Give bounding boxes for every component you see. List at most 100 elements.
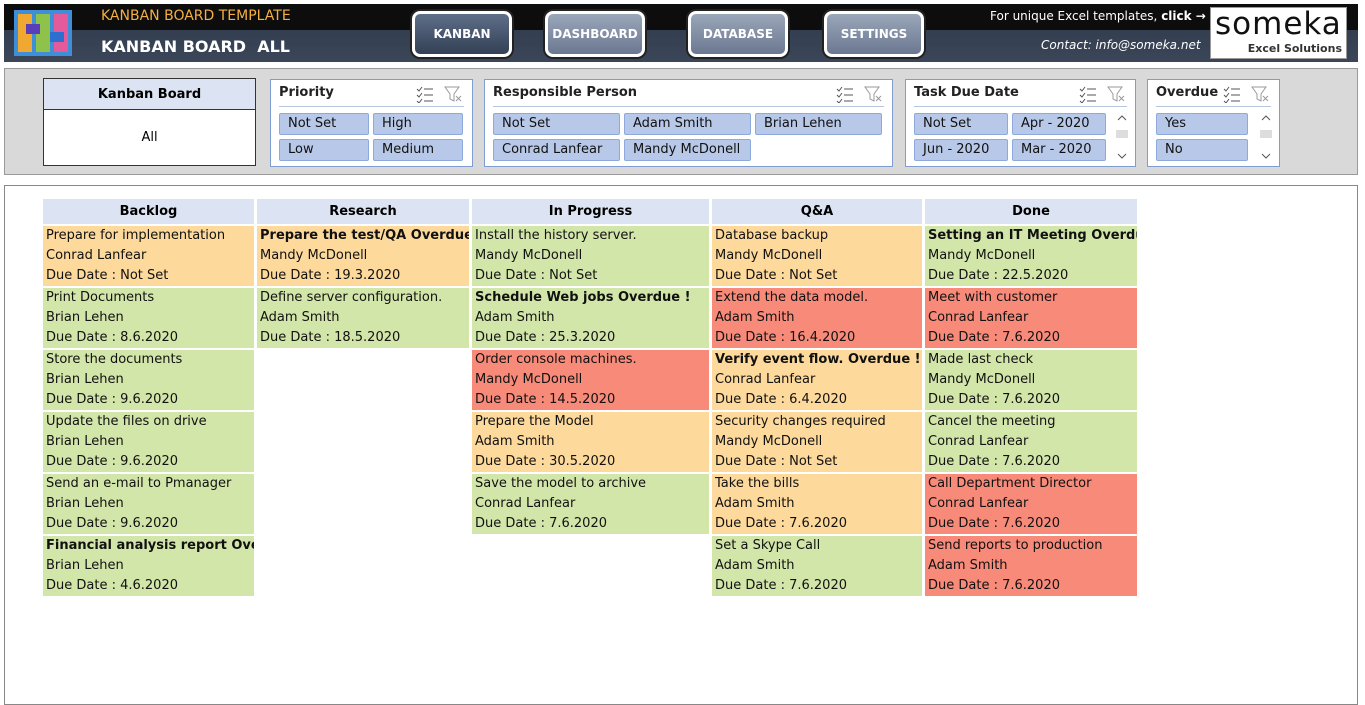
slicer-button[interactable]: No	[1156, 139, 1248, 161]
task-title: Save the model to archive	[475, 476, 647, 491]
clear-filter-icon[interactable]	[864, 85, 882, 103]
task-person: Mandy McDonell	[928, 248, 1036, 263]
task-due: Due Date : 7.6.2020	[715, 516, 847, 531]
slicer-title: Task Due Date	[914, 83, 1127, 107]
slicer-button[interactable]: Adam Smith	[624, 113, 751, 135]
app-icon	[14, 10, 72, 56]
task-due: Due Date : 25.3.2020	[475, 330, 616, 345]
task-card[interactable]: Send an e-mail to Pmanager Brian Lehen Due…	[43, 474, 254, 534]
task-title: Made last check	[928, 352, 1034, 367]
task-card[interactable]: Schedule Web jobs Overdue ! Adam Smith Due…	[472, 288, 709, 348]
task-person: Conrad Lanfear	[475, 496, 576, 511]
slicer-button[interactable]: Conrad Lanfear	[493, 139, 620, 161]
task-card[interactable]: Save the model to archive Conrad Lanfear D…	[472, 474, 709, 534]
nav-button[interactable]: DATABASE	[688, 11, 788, 57]
scrollbar[interactable]	[1115, 113, 1129, 161]
clear-filter-icon[interactable]	[444, 85, 462, 103]
promo-link[interactable]: click →	[1161, 9, 1206, 23]
task-title: Send reports to production	[928, 538, 1103, 553]
board-filter: ALL	[257, 37, 290, 56]
nav-button[interactable]: KANBAN	[412, 11, 512, 57]
task-card[interactable]: Call Department Director Conrad Lanfear Du…	[925, 474, 1137, 534]
task-card[interactable]: Setting an IT Meeting Overdue ! Mandy McD…	[925, 226, 1137, 286]
task-card[interactable]: Cancel the meeting Conrad Lanfear Due Date…	[925, 412, 1137, 472]
task-due: Due Date : Not Set	[46, 268, 169, 283]
task-card[interactable]: Install the history server. Mandy McDonel…	[472, 226, 709, 286]
task-due: Due Date : 19.3.2020	[260, 268, 401, 283]
slicer-title: Priority	[279, 83, 464, 107]
slicer-button[interactable]: Brian Lehen	[755, 113, 882, 135]
task-card[interactable]: Extend the data model. Adam Smith Due Date…	[712, 288, 922, 348]
nav-button[interactable]: DASHBOARD	[545, 11, 645, 57]
task-person: Brian Lehen	[46, 496, 124, 511]
nav-button[interactable]: SETTINGS	[824, 11, 924, 57]
slicer-button[interactable]: Jun - 2020	[914, 139, 1008, 161]
slicer-buttons: Yes No	[1156, 113, 1271, 161]
slicer-button[interactable]: Low	[279, 139, 369, 161]
task-person: Mandy McDonell	[475, 372, 583, 387]
slicer-button[interactable]: High	[373, 113, 463, 135]
slicer-title: Responsible Person	[493, 83, 884, 107]
task-card[interactable]: Made last check Mandy McDonell Due Date : …	[925, 350, 1137, 410]
multiselect-icon[interactable]	[1079, 85, 1097, 103]
task-card[interactable]: Print Documents Brian Lehen Due Date : 8.6…	[43, 288, 254, 348]
slicer-button[interactable]: Not Set	[279, 113, 369, 135]
slicer-title-text: Overdue	[1156, 85, 1219, 100]
task-card[interactable]: Set a Skype Call Adam Smith Due Date : 7.6…	[712, 536, 922, 596]
task-title: Prepare for implementation	[46, 228, 226, 243]
board-filter-value: All	[141, 130, 158, 145]
task-title: Update the files on drive	[46, 414, 207, 429]
task-person: Conrad Lanfear	[715, 372, 816, 387]
slicer: Responsible Person Not Set Adam Smith Brian…	[484, 79, 893, 167]
task-card[interactable]: Define server configuration. Adam Smith Du…	[257, 288, 469, 348]
slicer-button[interactable]: Not Set	[914, 113, 1008, 135]
task-card[interactable]: Meet with customer Conrad Lanfear Due Date…	[925, 288, 1137, 348]
slicer-button[interactable]: Medium	[373, 139, 463, 161]
clear-filter-icon[interactable]	[1107, 85, 1125, 103]
multiselect-icon[interactable]	[416, 85, 434, 103]
task-card[interactable]: Verify event flow. Overdue ! Conrad Lanfe…	[712, 350, 922, 410]
task-card[interactable]: Send reports to production Adam Smith Due …	[925, 536, 1137, 596]
task-card[interactable]: Take the bills Adam Smith Due Date : 7.6.2…	[712, 474, 922, 534]
slicer-button[interactable]: Not Set	[493, 113, 620, 135]
task-card[interactable]: Update the files on drive Brian Lehen Due …	[43, 412, 254, 472]
slicer-button[interactable]: Mar - 2020	[1012, 139, 1106, 161]
task-due: Due Date : 14.5.2020	[475, 392, 616, 407]
logo-text: someka	[1215, 6, 1342, 42]
task-title: Database backup	[715, 228, 829, 243]
slicer-buttons: Not Set Adam Smith Brian Lehen Conrad Lanfe…	[493, 113, 884, 161]
task-card[interactable]: Database backup Mandy McDonell Due Date : …	[712, 226, 922, 286]
task-due: Due Date : 18.5.2020	[260, 330, 401, 345]
task-card[interactable]: Prepare the test/QA Overdue ! Mandy McDon…	[257, 226, 469, 286]
task-card[interactable]: Prepare for implementation Conrad Lanfear…	[43, 226, 254, 286]
task-due: Due Date : 7.6.2020	[928, 330, 1060, 345]
logo[interactable]: someka Excel Solutions	[1210, 6, 1347, 59]
slicer-button[interactable]: Apr - 2020	[1012, 113, 1106, 135]
task-due: Due Date : 7.6.2020	[928, 454, 1060, 469]
task-card[interactable]: Prepare the Model Adam Smith Due Date : 30…	[472, 412, 709, 472]
task-card[interactable]: Order console machines. Mandy McDonell Due…	[472, 350, 709, 410]
task-card[interactable]: Financial analysis report Overdue Brian L…	[43, 536, 254, 596]
task-person: Brian Lehen	[46, 372, 124, 387]
task-due: Due Date : 4.6.2020	[46, 578, 178, 593]
task-due: Due Date : 7.6.2020	[475, 516, 607, 531]
clear-filter-icon[interactable]	[1251, 85, 1269, 103]
template-title: KANBAN BOARD TEMPLATE	[101, 8, 291, 24]
task-title: Set a Skype Call	[715, 538, 821, 553]
task-card[interactable]: Security changes required Mandy McDonell D…	[712, 412, 922, 472]
kanban-board: Backlog Prepare for implementation Conrad …	[4, 185, 1358, 705]
task-due: Due Date : 7.6.2020	[928, 392, 1060, 407]
task-title: Store the documents	[46, 352, 183, 367]
multiselect-icon[interactable]	[836, 85, 854, 103]
task-person: Adam Smith	[715, 496, 795, 511]
multiselect-icon[interactable]	[1223, 85, 1241, 103]
task-due: Due Date : Not Set	[715, 454, 838, 469]
slicer-button[interactable]: Mandy McDonell	[624, 139, 751, 161]
promo-text: For unique Excel templates,	[990, 9, 1162, 23]
task-person: Conrad Lanfear	[928, 434, 1029, 449]
task-card[interactable]: Store the documents Brian Lehen Due Date :…	[43, 350, 254, 410]
task-person: Conrad Lanfear	[928, 496, 1029, 511]
scrollbar[interactable]	[1259, 113, 1273, 161]
slicer-button[interactable]: Yes	[1156, 113, 1248, 135]
